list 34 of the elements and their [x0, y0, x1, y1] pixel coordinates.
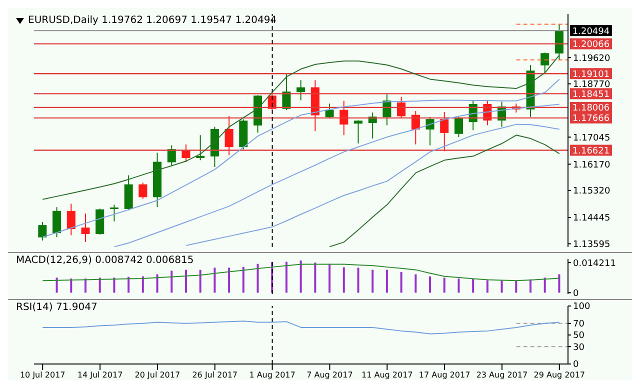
y-tick-label: 1.18770: [573, 80, 610, 90]
x-tick-label: 20 Jul 2017: [134, 370, 180, 380]
y-tick-label: 1.17045: [573, 133, 610, 144]
ref-line-label: 1.20066: [572, 40, 610, 50]
y-tick-label: 50: [573, 331, 585, 342]
x-tick-label: 10 Jul 2017: [20, 370, 66, 380]
x-tick-label: 11 Aug 2017: [362, 370, 413, 380]
chart-title: RSI(14) 71.9047: [16, 302, 98, 313]
x-tick-label: 1 Aug 2017: [249, 370, 296, 380]
ref-line-label: 1.17666: [572, 114, 610, 124]
chart-title: MACD(12,26,9) 0.008742 0.006815: [16, 255, 194, 266]
y-tick-label: 1.14445: [573, 214, 610, 224]
ref-line-label: 1.18451: [572, 90, 610, 100]
x-tick-label: 23 Aug 2017: [476, 370, 528, 380]
ref-line-label: 1.20494: [572, 26, 610, 37]
ref-line-label: 1.18006: [572, 104, 610, 114]
y-tick-label: 100: [573, 302, 590, 312]
y-tick-label: 1.13595: [573, 240, 610, 250]
y-tick-label: 0: [573, 360, 579, 370]
y-tick-label: 0: [573, 288, 579, 299]
x-tick-label: 26 Jul 2017: [192, 370, 238, 380]
ref-line-label: 1.19101: [572, 70, 610, 80]
x-tick-label: 7 Aug 2017: [306, 370, 353, 380]
y-tick-label: 1.16170: [573, 160, 610, 170]
ref-line-label: 1.16621: [572, 146, 610, 156]
chart-title: EURUSD,Daily 1.19762 1.20697 1.19547 1.20494: [28, 15, 277, 26]
y-tick-label: 0.014211: [573, 258, 616, 269]
y-tick-label: 70: [573, 320, 585, 330]
x-tick-label: 14 Jul 2017: [77, 370, 123, 380]
x-tick-label: 29 Aug 2017: [534, 370, 586, 380]
x-tick-label: 17 Aug 2017: [418, 370, 470, 380]
y-tick-label: 30: [573, 342, 585, 353]
y-tick-label: 1.19620: [573, 54, 610, 64]
y-tick-label: 1.15320: [573, 186, 610, 197]
